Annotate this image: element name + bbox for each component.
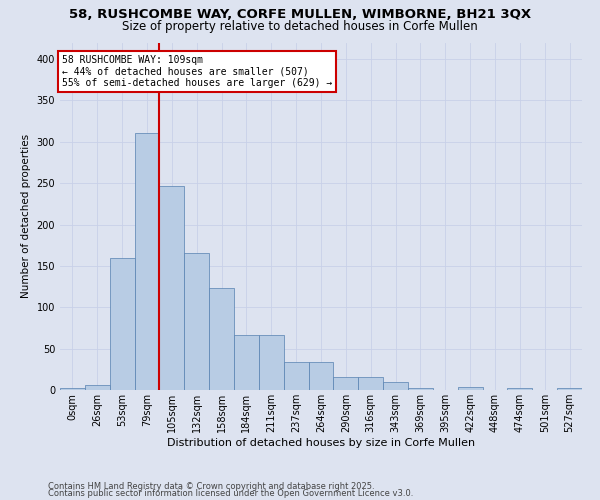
Bar (134, 132, 160, 390)
Y-axis label: Number of detached properties: Number of detached properties (21, 134, 31, 298)
Bar (557, 388, 582, 390)
Bar (110, 258, 134, 390)
Bar (284, 362, 308, 390)
Bar (234, 334, 259, 390)
Bar (184, 254, 209, 390)
Text: 58 RUSHCOMBE WAY: 109sqm
← 44% of detached houses are smaller (507)
55% of semi-: 58 RUSHCOMBE WAY: 109sqm ← 44% of detach… (62, 55, 332, 88)
Bar (259, 336, 284, 390)
Text: 58, RUSHCOMBE WAY, CORFE MULLEN, WIMBORNE, BH21 3QX: 58, RUSHCOMBE WAY, CORFE MULLEN, WIMBORN… (69, 8, 531, 20)
Bar (209, 288, 234, 390)
Bar (458, 386, 482, 390)
Bar (334, 377, 358, 390)
Bar (308, 362, 334, 390)
Bar (383, 382, 408, 390)
Text: Contains HM Land Registry data © Crown copyright and database right 2025.: Contains HM Land Registry data © Crown c… (48, 482, 374, 491)
Bar (508, 388, 532, 390)
Text: Size of property relative to detached houses in Corfe Mullen: Size of property relative to detached ho… (122, 20, 478, 33)
Bar (408, 388, 433, 390)
Bar (85, 385, 110, 390)
Bar (160, 186, 184, 390)
Text: Contains public sector information licensed under the Open Government Licence v3: Contains public sector information licen… (48, 488, 413, 498)
X-axis label: Distribution of detached houses by size in Corfe Mullen: Distribution of detached houses by size … (167, 438, 475, 448)
Bar (358, 377, 383, 390)
Bar (60, 388, 85, 390)
